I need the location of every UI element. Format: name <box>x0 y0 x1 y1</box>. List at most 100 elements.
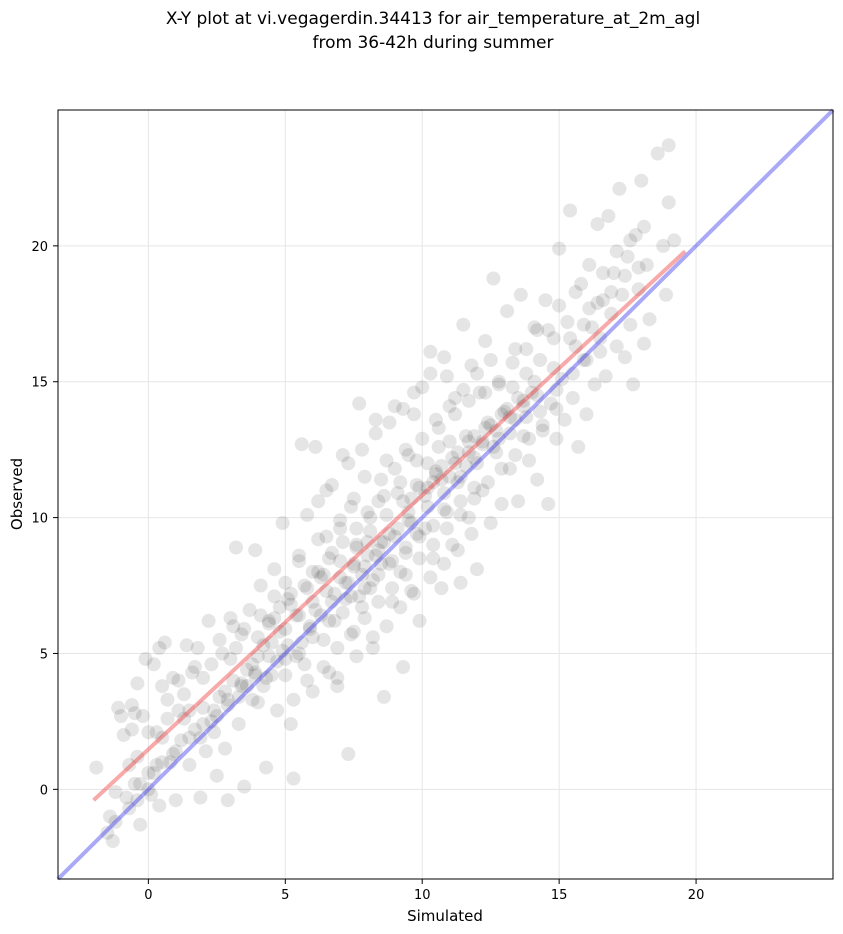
data-point <box>166 747 180 761</box>
data-point <box>333 513 348 528</box>
data-point <box>187 660 202 674</box>
data-point <box>546 361 561 376</box>
data-point <box>442 399 457 414</box>
data-point <box>637 336 651 351</box>
data-point <box>549 382 564 397</box>
data-point <box>530 472 545 487</box>
data-point <box>516 399 531 414</box>
data-point <box>576 317 591 332</box>
data-point <box>305 684 320 699</box>
data-point <box>420 456 435 471</box>
data-point <box>313 608 328 623</box>
data-point <box>385 581 400 596</box>
data-point <box>409 526 424 541</box>
data-point <box>220 692 235 707</box>
data-point <box>292 646 306 661</box>
data-point <box>568 339 583 354</box>
data-point <box>439 521 454 536</box>
data-point <box>516 429 531 444</box>
data-point <box>407 385 421 400</box>
data-point <box>426 551 441 566</box>
data-point <box>196 717 211 732</box>
data-point <box>491 377 506 392</box>
data-point <box>338 575 353 590</box>
data-point <box>335 535 350 550</box>
data-point <box>313 570 328 585</box>
data-point <box>475 437 490 452</box>
data-point <box>116 728 131 742</box>
data-point <box>543 396 558 411</box>
x-tick-label: 15 <box>551 888 568 903</box>
data-point <box>497 404 512 419</box>
data-point <box>305 564 320 579</box>
data-point <box>234 627 249 642</box>
y-tick-label: 20 <box>31 240 48 255</box>
x-tick-label: 10 <box>414 888 431 903</box>
data-point <box>355 442 369 457</box>
x-tick-label: 20 <box>688 888 705 903</box>
data-point <box>409 453 424 468</box>
data-point <box>418 488 432 503</box>
data-point <box>401 505 416 520</box>
data-point <box>590 295 605 310</box>
data-point <box>278 651 293 666</box>
data-point <box>450 475 465 490</box>
data-point <box>519 410 534 425</box>
data-point <box>628 228 643 242</box>
data-point <box>387 529 402 544</box>
data-point <box>448 407 463 422</box>
data-point <box>344 589 358 604</box>
data-point <box>327 586 342 601</box>
data-point <box>439 369 454 384</box>
data-point <box>527 320 542 335</box>
data-point <box>467 450 482 465</box>
data-point <box>459 429 473 444</box>
data-point <box>177 687 191 702</box>
data-point <box>138 651 153 666</box>
data-point <box>146 766 161 780</box>
data-point <box>639 257 654 272</box>
data-point <box>231 689 246 704</box>
data-point <box>330 670 345 685</box>
data-point <box>437 502 452 517</box>
data-point <box>149 725 164 740</box>
data-point <box>141 782 156 797</box>
data-point <box>437 486 452 501</box>
data-point <box>508 342 523 357</box>
data-point <box>415 431 430 446</box>
data-point <box>122 801 137 816</box>
data-point <box>281 592 295 607</box>
data-point <box>330 679 345 694</box>
data-point <box>464 358 479 373</box>
data-point <box>604 306 619 321</box>
data-point <box>437 350 452 365</box>
data-point <box>344 627 358 642</box>
data-point <box>404 584 419 598</box>
data-point <box>346 559 361 574</box>
data-point <box>453 575 468 590</box>
data-point <box>439 505 454 520</box>
data-point <box>579 407 594 422</box>
data-point <box>519 342 534 357</box>
data-point <box>505 380 520 395</box>
data-point <box>494 461 509 476</box>
data-point <box>461 434 476 449</box>
data-point <box>130 793 145 808</box>
data-point <box>292 554 306 569</box>
data-point <box>472 385 487 400</box>
data-point <box>223 651 238 666</box>
data-point <box>535 423 550 438</box>
data-point <box>193 730 208 745</box>
data-point <box>360 548 375 563</box>
data-point <box>434 472 449 487</box>
data-point <box>508 448 523 463</box>
data-point <box>341 456 356 471</box>
data-point <box>634 173 649 188</box>
data-point <box>253 608 268 623</box>
data-point <box>667 233 682 248</box>
data-point <box>294 437 309 452</box>
data-point <box>609 339 624 354</box>
data-point <box>511 494 526 509</box>
data-point <box>286 771 301 786</box>
data-point <box>316 660 331 674</box>
